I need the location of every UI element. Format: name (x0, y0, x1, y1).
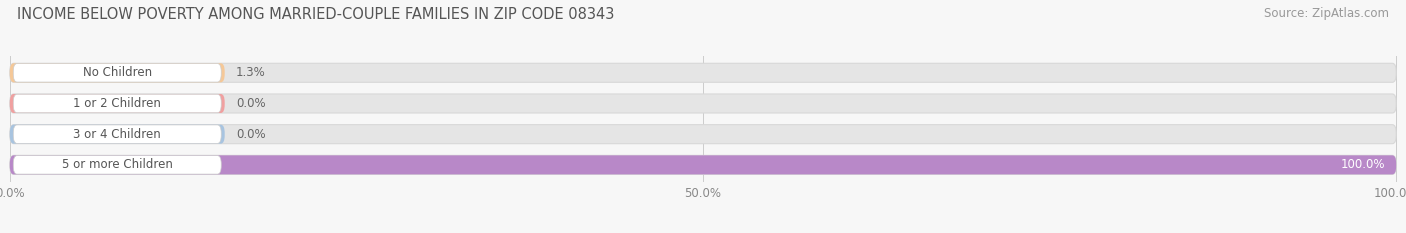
Text: 100.0%: 100.0% (1340, 158, 1385, 171)
Text: 3 or 4 Children: 3 or 4 Children (73, 128, 162, 141)
FancyBboxPatch shape (13, 64, 221, 82)
Text: INCOME BELOW POVERTY AMONG MARRIED-COUPLE FAMILIES IN ZIP CODE 08343: INCOME BELOW POVERTY AMONG MARRIED-COUPL… (17, 7, 614, 22)
FancyBboxPatch shape (13, 94, 221, 113)
Text: 0.0%: 0.0% (236, 128, 266, 141)
FancyBboxPatch shape (13, 125, 221, 143)
FancyBboxPatch shape (10, 94, 225, 113)
Text: 0.0%: 0.0% (236, 97, 266, 110)
Text: 1 or 2 Children: 1 or 2 Children (73, 97, 162, 110)
FancyBboxPatch shape (10, 94, 1396, 113)
FancyBboxPatch shape (10, 155, 1396, 174)
Text: 1.3%: 1.3% (236, 66, 266, 79)
Text: Source: ZipAtlas.com: Source: ZipAtlas.com (1264, 7, 1389, 20)
Text: No Children: No Children (83, 66, 152, 79)
FancyBboxPatch shape (10, 63, 1396, 82)
FancyBboxPatch shape (13, 156, 221, 174)
FancyBboxPatch shape (10, 63, 225, 82)
Text: 5 or more Children: 5 or more Children (62, 158, 173, 171)
FancyBboxPatch shape (10, 155, 1396, 174)
FancyBboxPatch shape (10, 125, 1396, 144)
FancyBboxPatch shape (10, 125, 225, 144)
